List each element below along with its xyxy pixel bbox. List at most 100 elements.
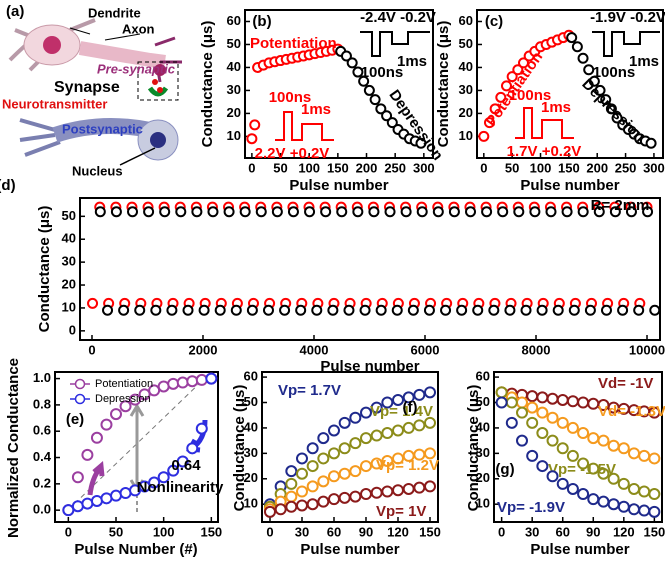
plot-frame (79, 197, 661, 341)
data-point (381, 396, 394, 409)
y-tick-label: 50 (476, 394, 490, 409)
x-tick-label: 100 (298, 160, 320, 175)
data-point (381, 110, 393, 122)
data-point (338, 442, 351, 455)
data-point (381, 454, 394, 467)
y-tick-label: 40 (244, 419, 258, 434)
data-point (597, 495, 610, 508)
data-point (648, 488, 661, 501)
plot-frame (54, 371, 219, 523)
data-point (605, 103, 617, 115)
data-point (488, 304, 500, 316)
y-tick-label: 40 (62, 231, 76, 246)
data-point (597, 467, 610, 480)
data-point (370, 429, 383, 442)
annotation: 100ns (509, 87, 552, 104)
data-point (317, 452, 330, 465)
data-point (577, 457, 590, 470)
data-point (577, 396, 590, 409)
data-point (304, 206, 316, 218)
data-point (375, 304, 387, 316)
data-point (432, 206, 444, 218)
data-point (352, 206, 364, 218)
x-tick-label: 90 (586, 524, 600, 539)
y-tick-label: 1.0 (33, 370, 51, 385)
data-point (150, 304, 162, 316)
y-tick-label: 10 (244, 496, 258, 511)
x-axis-label: Pulse number (300, 541, 399, 558)
y-tick-label: 20 (476, 470, 490, 485)
y-tick-label: 60 (476, 369, 490, 384)
pulse-waveform (592, 31, 660, 57)
x-axis-label: Pulse number (320, 358, 419, 375)
data-point (271, 206, 283, 218)
y-tick-label: 30 (476, 445, 490, 460)
data-point (506, 71, 518, 83)
data-point (504, 304, 516, 316)
plot-frame (244, 9, 434, 159)
x-tick-label: 200 (356, 160, 378, 175)
data-point (338, 491, 351, 504)
data-point (594, 84, 606, 96)
data-point (440, 304, 452, 316)
data-point (138, 388, 151, 401)
data-point (375, 103, 387, 115)
data-point (381, 485, 394, 498)
data-point (360, 460, 372, 473)
data-point (587, 397, 600, 410)
panel: 10 20 30 40 50 60 0 30 60 90 120 150 Pulse number Con… (231, 369, 441, 558)
data-point (566, 482, 579, 495)
data-point (306, 460, 319, 473)
data-point (157, 471, 170, 484)
data-point (413, 419, 426, 432)
data-point (587, 493, 600, 506)
annotation: 1.7V +0.2V (507, 143, 582, 160)
data-point (495, 386, 508, 399)
annotation: 100ns (361, 64, 404, 81)
panel: 10 20 30 40 50 60 0 50 100 150 200 250 300 Pulse numb… (199, 9, 446, 194)
x-tick-label: 90 (359, 524, 373, 539)
x-tick-label: 250 (615, 160, 637, 175)
data-point (546, 411, 559, 424)
data-point (285, 465, 298, 478)
y-axis-label: Normalized Conductance (5, 358, 22, 538)
data-point (100, 492, 113, 505)
data-point (424, 386, 436, 399)
pointer-lines (69, 27, 141, 41)
data-point (386, 117, 398, 129)
data-point (402, 391, 415, 404)
data-point (638, 504, 651, 517)
y-tick-label: 60 (244, 369, 258, 384)
x-tick-label: 250 (384, 160, 406, 175)
data-point (478, 130, 490, 142)
data-point (370, 401, 383, 414)
x-tick-label: 120 (387, 524, 409, 539)
data-point (87, 297, 99, 309)
series-label: Vd= -1V (598, 375, 653, 392)
data-point (338, 467, 351, 480)
data-point (407, 304, 419, 316)
data-point (402, 482, 415, 495)
data-point (472, 304, 484, 316)
diagram-label: Pre-synaptic (97, 61, 176, 76)
series-label: Vd= -1.3V (598, 403, 665, 420)
data-point (617, 304, 629, 316)
x-tick-label: 60 (555, 524, 569, 539)
vesicle (152, 79, 158, 85)
data-point (129, 484, 142, 497)
data-point (424, 447, 436, 460)
x-tick-label: 6000 (411, 342, 440, 357)
synapse-diagram: (a) Dendrite Axon Pre-synaptic Synapse N… (2, 3, 182, 178)
data-point (518, 57, 529, 69)
x-tick-label: 60 (327, 524, 341, 539)
data-point (526, 401, 539, 414)
diagram-label: Synapse (54, 79, 120, 96)
data-point (110, 206, 122, 218)
y-tick-label: 50 (244, 394, 258, 409)
data-point (516, 434, 528, 447)
post-dendrites (19, 118, 61, 157)
data-point (633, 304, 645, 316)
data-point (424, 480, 436, 493)
data-point (546, 434, 559, 447)
data-point (327, 304, 339, 316)
